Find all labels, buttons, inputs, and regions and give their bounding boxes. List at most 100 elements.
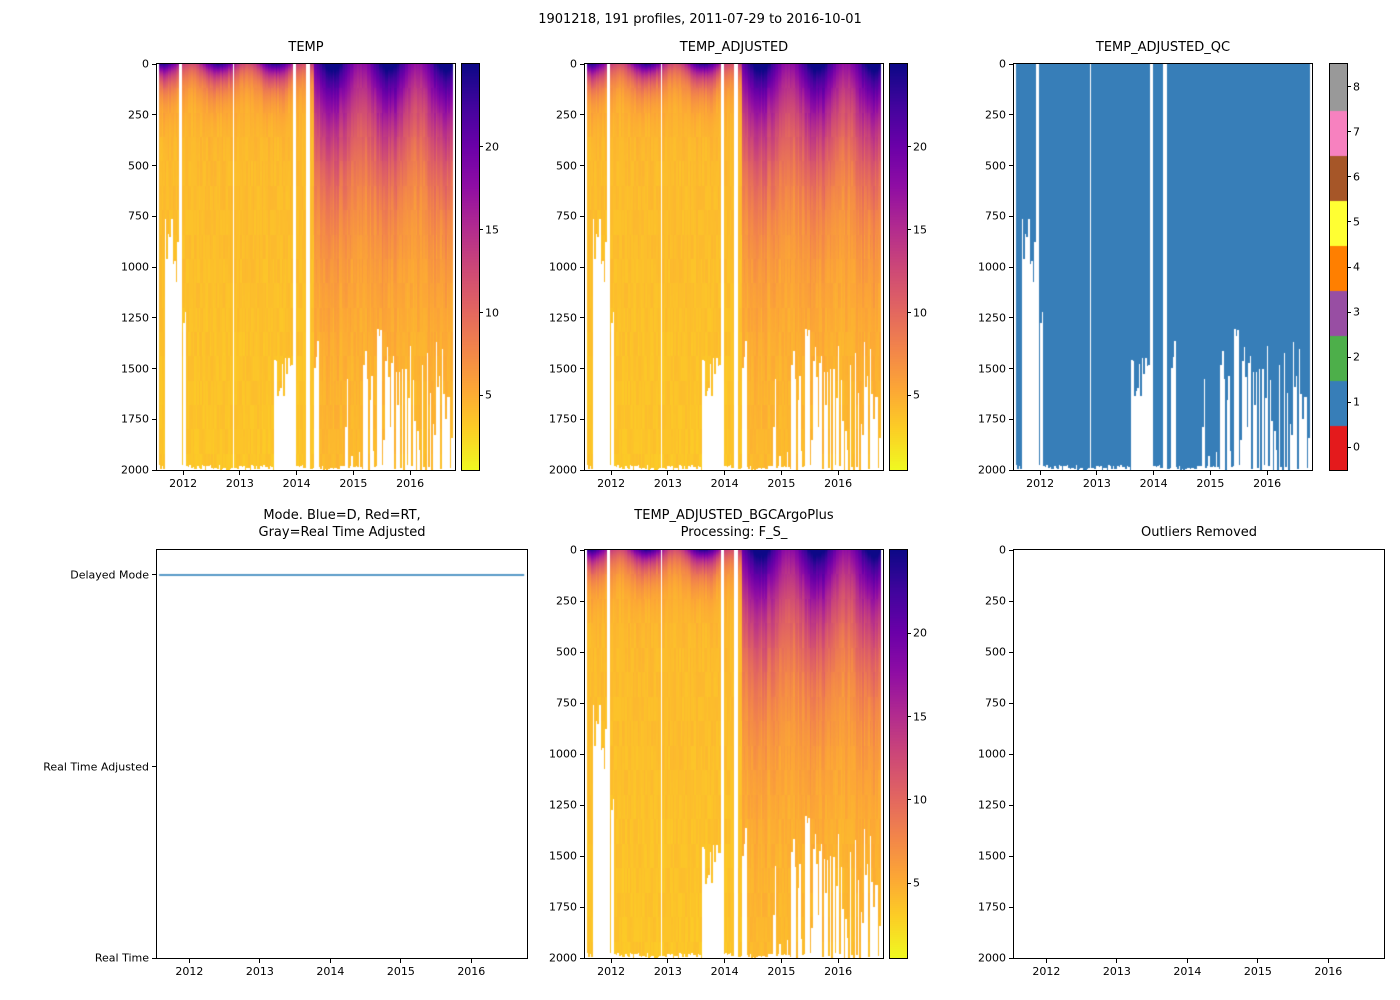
qc-cbar-tick-label: 8	[1353, 80, 1360, 94]
temp-ytick-mark	[152, 165, 156, 166]
temp-ytick-label: 1500	[121, 362, 149, 375]
mode-ytick-label: Real Time Adjusted	[43, 760, 149, 774]
colorbar-qc-discrete	[1330, 64, 1347, 470]
mode-ytick-mark	[152, 766, 156, 768]
temp-adjusted-xtick-mark	[837, 471, 839, 475]
temp-cbar-tick-mark	[480, 394, 483, 396]
bgc-ytick-mark	[580, 804, 584, 806]
temp-adjusted-ytick-label: 1000	[549, 260, 577, 274]
temp-adjusted-cbar-tick-label: 20	[913, 140, 927, 154]
outliers-ytick-label: 2000	[978, 951, 1006, 965]
temp-cbar-tick-label: 5	[485, 388, 492, 402]
temp-ytick-mark	[152, 317, 156, 319]
qc-ytick-label: 0	[999, 57, 1006, 71]
outliers-xtick-mark	[1186, 959, 1188, 963]
temp-adjusted-cbar-tick-label: 15	[913, 223, 927, 237]
temp-adjusted-ytick-label: 1500	[549, 362, 577, 375]
qc-ytick-mark	[1009, 63, 1013, 65]
outliers-xtick-mark	[1116, 959, 1118, 963]
qc-xtick-label: 2013	[1082, 477, 1111, 490]
panel-title-temp-adjusted: TEMP_ADJUSTED	[679, 40, 789, 55]
temp-adjusted-ytick-label: 750	[556, 209, 577, 223]
qc-ytick-label: 1250	[978, 311, 1006, 325]
panel-title-mode-line2: Gray=Real Time Adjusted	[258, 525, 426, 540]
qc-cbar-tick-mark	[1348, 446, 1351, 448]
axes-temp	[156, 63, 456, 471]
bgc-ytick-mark	[580, 855, 584, 857]
temp-adjusted-xtick-label: 2014	[710, 477, 739, 490]
temp-adjusted-ytick-label: 0	[570, 57, 577, 71]
outliers-ytick-label: 0	[999, 543, 1006, 557]
temp-adjusted-cbar-tick-label: 10	[913, 306, 927, 320]
bgc-cbar-tick-mark	[908, 882, 911, 884]
temp-ytick-mark	[152, 368, 156, 369]
qc-cbar-tick-label: 7	[1353, 125, 1360, 139]
axes-temp-adjusted	[584, 63, 884, 471]
temp-cbar-tick-mark	[480, 312, 483, 314]
mode-ytick-mark	[152, 957, 156, 959]
temp-adjusted-xtick-label: 2012	[597, 477, 626, 490]
temp-adjusted-ytick-mark	[580, 266, 584, 268]
mode-ytick-label: Delayed Mode	[70, 568, 149, 582]
outliers-ytick-label: 750	[985, 696, 1006, 710]
temp-adjusted-ytick-mark	[580, 165, 584, 166]
qc-ytick-mark	[1009, 114, 1013, 116]
temp-adjusted-ytick-mark	[580, 63, 584, 65]
qc-cbar-tick-mark	[1348, 221, 1351, 223]
bgc-ytick-mark	[580, 600, 584, 602]
temp-adjusted-ytick-mark	[580, 215, 584, 217]
qc-cbar-tick-mark	[1348, 86, 1351, 88]
heatmap-temp-adjusted-qc	[1014, 64, 1312, 470]
bgc-ytick-label: 1250	[549, 798, 577, 812]
qc-cbar-tick-mark	[1348, 266, 1351, 268]
colorbar-temp	[461, 63, 480, 471]
colorbar-temp-adjusted-gradient	[890, 64, 907, 470]
temp-ytick-mark	[152, 469, 156, 471]
temp-ytick-mark	[152, 114, 156, 116]
temp-ytick-label: 1750	[121, 412, 149, 426]
qc-ytick-label: 1000	[978, 260, 1006, 274]
temp-adjusted-ytick-label: 1750	[549, 412, 577, 426]
temp-xtick-label: 2013	[225, 477, 254, 490]
temp-xtick-label: 2016	[396, 477, 425, 490]
mode-xtick-mark	[329, 959, 331, 963]
mode-xtick-label: 2016	[457, 965, 486, 978]
bgc-ytick-mark	[580, 753, 584, 755]
heatmap-temp-adjusted-bgc	[585, 550, 883, 958]
bgc-cbar-tick-label: 10	[913, 793, 927, 807]
qc-ytick-label: 250	[985, 108, 1006, 122]
temp-ytick-mark	[152, 418, 156, 420]
qc-ytick-mark	[1009, 266, 1013, 268]
outliers-xtick-mark	[1257, 959, 1259, 963]
temp-ytick-label: 2000	[121, 463, 149, 477]
qc-xtick-label: 2012	[1026, 477, 1055, 490]
qc-ytick-label: 1500	[978, 362, 1006, 375]
temp-adjusted-xtick-label: 2016	[824, 477, 853, 490]
outliers-xtick-label: 2015	[1243, 965, 1272, 978]
qc-xtick-label: 2016	[1253, 477, 1282, 490]
mode-xtick-label: 2015	[386, 965, 415, 978]
mode-xtick-label: 2012	[175, 965, 204, 978]
bgc-ytick-label: 1500	[549, 849, 577, 863]
outliers-ytick-label: 1750	[978, 900, 1006, 914]
qc-cbar-tick-label: 0	[1353, 440, 1360, 454]
panel-title-bgc-line2: Processing: F_S_	[680, 525, 788, 540]
bgc-xtick-label: 2015	[767, 965, 796, 978]
mode-line-plot	[157, 550, 527, 958]
qc-cbar-tick-mark	[1348, 131, 1351, 133]
qc-cbar-tick-mark	[1348, 311, 1351, 313]
mode-ytick-label: Real Time	[94, 951, 149, 965]
outliers-ytick-label: 500	[985, 645, 1006, 659]
temp-ytick-mark	[152, 63, 156, 65]
temp-ytick-mark	[152, 215, 156, 217]
temp-adjusted-xtick-label: 2015	[767, 477, 796, 490]
outliers-ytick-mark	[1009, 804, 1013, 806]
outliers-ytick-mark	[1009, 906, 1013, 908]
outliers-ytick-mark	[1009, 753, 1013, 755]
bgc-cbar-tick-mark	[908, 716, 911, 718]
temp-ytick-label: 250	[128, 108, 149, 122]
temp-adjusted-xtick-mark	[780, 471, 782, 475]
temp-adjusted-cbar-tick-label: 5	[913, 388, 920, 402]
temp-ytick-label: 500	[128, 159, 149, 172]
